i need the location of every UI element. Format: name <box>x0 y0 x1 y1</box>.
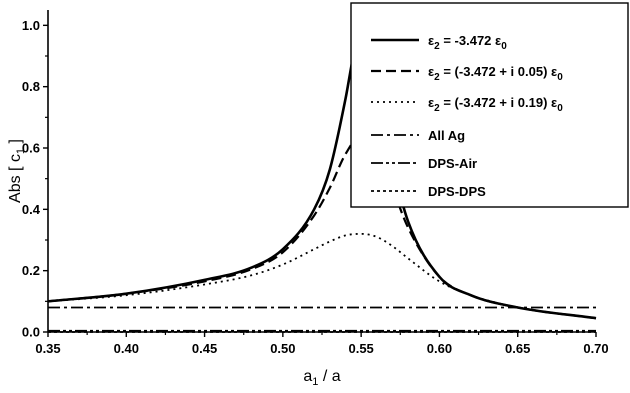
x-tick-label: 0.70 <box>583 341 608 356</box>
y-tick-label: 0.2 <box>22 263 40 278</box>
y-tick-label: 1.0 <box>22 18 40 33</box>
x-tick-label: 0.60 <box>427 341 452 356</box>
y-tick-label: 0.8 <box>22 79 40 94</box>
legend-label-3: ε2 = (-3.472 + i 0.19) ε0 <box>428 95 563 114</box>
y-axis-label: Abs [ c1 ] <box>7 139 27 203</box>
x-tick-label: 0.45 <box>192 341 217 356</box>
x-axis-label: a1 / a <box>303 368 340 388</box>
axes-layer: 0.35 0.40 0.45 0.50 0.55 0.60 0.65 0.70 0.0 0.2 0.… <box>7 10 609 388</box>
legend-label-1: ε2 = -3.472 ε0 <box>428 33 507 52</box>
x-tick-label: 0.40 <box>114 341 139 356</box>
legend-box <box>350 2 629 208</box>
legend-label-2: ε2 = (-3.472 + i 0.05) ε0 <box>428 64 563 83</box>
y-tick-label: 0.0 <box>22 325 40 340</box>
x-tick-label: 0.35 <box>35 341 60 356</box>
legend: ε2 = -3.472 ε0 ε2 = (-3.472 + i 0.05) ε0 ε… <box>350 2 629 208</box>
y-tick-label: 0.4 <box>22 202 41 217</box>
x-tick-label: 0.65 <box>505 341 530 356</box>
y-tick-label: 0.6 <box>22 141 40 156</box>
legend-label-4: All Ag <box>428 128 465 143</box>
x-tick-label: 0.50 <box>270 341 295 356</box>
x-tick-label: 0.55 <box>348 341 373 356</box>
legend-label-6: DPS-DPS <box>428 184 486 199</box>
legend-label-5: DPS-Air <box>428 156 477 171</box>
series-line-2 <box>47 134 597 320</box>
